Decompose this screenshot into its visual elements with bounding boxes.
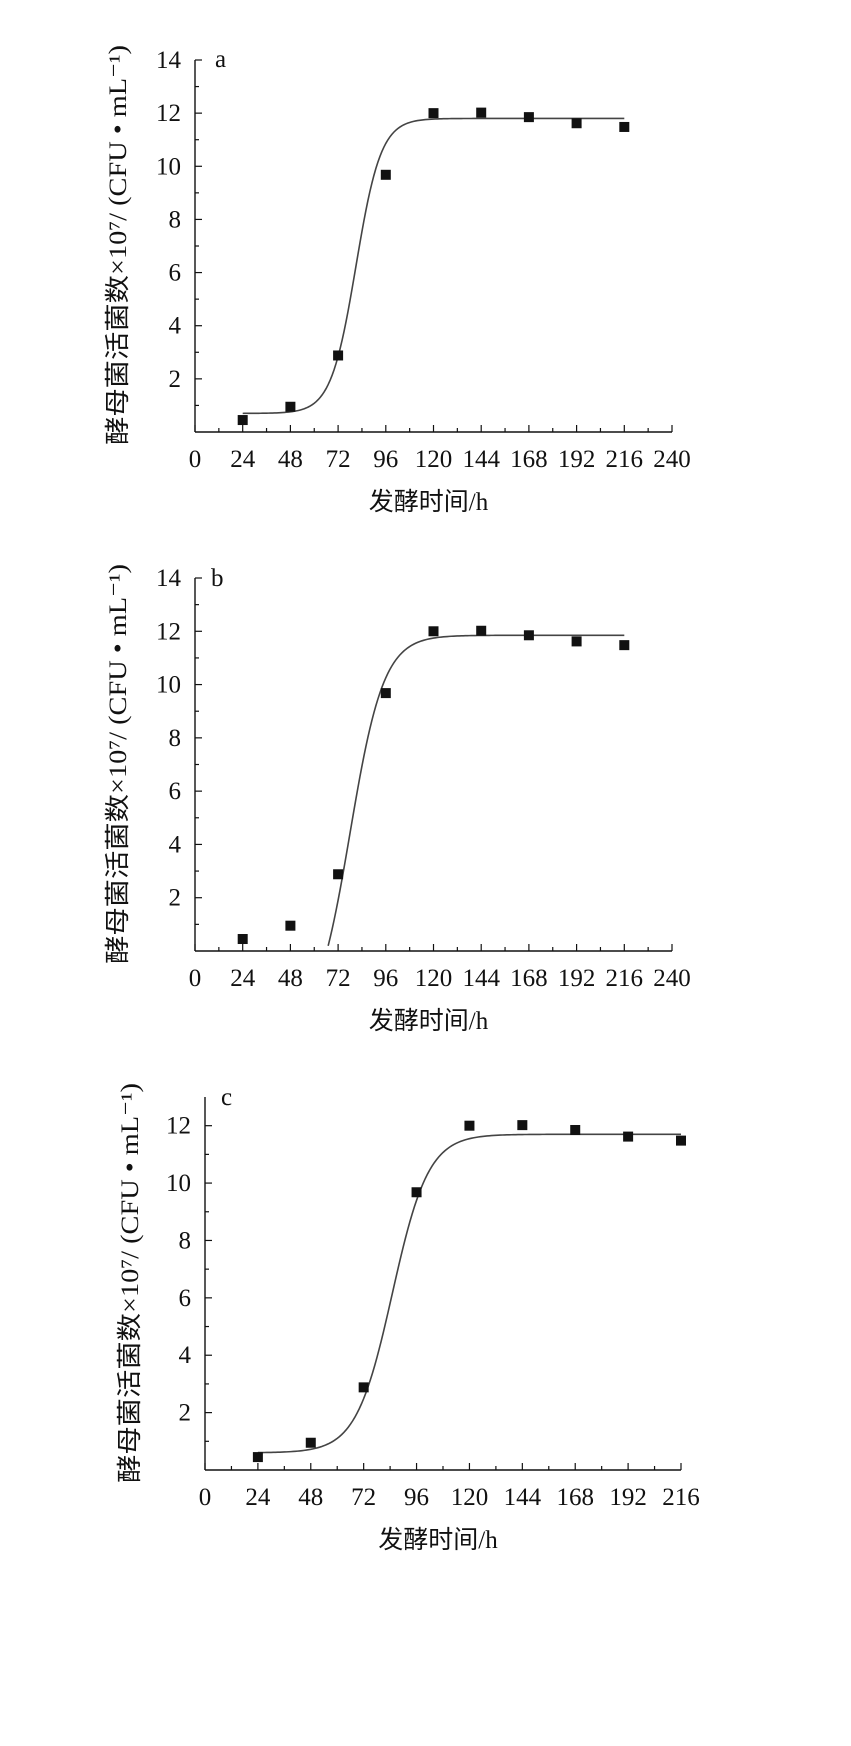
x-tick-label: 48 (278, 965, 303, 992)
data-point (623, 1131, 634, 1142)
y-tick-label: 6 (169, 778, 182, 805)
y-tick-label: 14 (156, 47, 182, 74)
y-tick-label: 10 (156, 672, 181, 699)
x-tick-label: 144 (462, 446, 500, 473)
y-tick-label: 8 (169, 206, 182, 233)
panel-label: c (221, 1084, 232, 1111)
y-tick-label: 6 (169, 260, 182, 287)
fit-curve (257, 1133, 681, 1454)
x-tick-label: 192 (558, 446, 596, 473)
x-tick-label: 216 (606, 965, 644, 992)
x-tick-label: 0 (199, 1484, 212, 1511)
data-point (619, 640, 630, 651)
y-tick-label: 12 (156, 100, 181, 127)
panel-label: b (211, 565, 224, 592)
y-axis-title: 酵母菌活菌数×10⁷/ (CFU • mL⁻¹) (104, 45, 132, 445)
data-point (285, 401, 296, 412)
data-point (380, 688, 391, 699)
x-tick-label: 24 (245, 1484, 271, 1511)
x-tick-label: 72 (326, 446, 351, 473)
data-point (517, 1120, 528, 1131)
fit-curve (242, 117, 625, 415)
data-point (476, 625, 487, 636)
x-axis-title: 发酵时间/h (369, 1007, 489, 1035)
x-tick-label: 0 (189, 446, 202, 473)
x-tick-label: 240 (653, 965, 691, 992)
data-point (464, 1120, 475, 1131)
x-tick-label: 0 (189, 965, 202, 992)
data-point (252, 1452, 263, 1463)
x-axis-title: 发酵时间/h (369, 488, 489, 516)
x-tick-label: 72 (326, 965, 351, 992)
data-point (285, 920, 296, 931)
x-tick-label: 72 (351, 1484, 376, 1511)
data-point (523, 112, 534, 123)
x-tick-label: 168 (556, 1484, 594, 1511)
data-point (333, 869, 344, 880)
y-tick-label: 12 (156, 618, 181, 645)
x-tick-label: 192 (609, 1484, 647, 1511)
x-tick-label: 168 (510, 965, 548, 992)
x-tick-label: 96 (373, 965, 398, 992)
y-tick-label: 10 (166, 1170, 191, 1197)
x-tick-label: 168 (510, 446, 548, 473)
data-point (571, 636, 582, 647)
panel-label: a (215, 46, 226, 73)
y-tick-label: 8 (179, 1227, 192, 1254)
data-point (305, 1437, 316, 1448)
data-point (428, 108, 439, 119)
y-tick-label: 6 (179, 1285, 192, 1312)
y-tick-label: 12 (166, 1113, 191, 1140)
x-tick-label: 216 (662, 1484, 700, 1511)
data-point (476, 107, 487, 118)
x-tick-label: 240 (653, 446, 691, 473)
y-tick-label: 14 (156, 565, 182, 592)
chart-panel-c: 0 24 48 72 96 120 144 168 192 21624681012c发酵时间/h酵… (116, 1083, 700, 1554)
x-tick-label: 120 (415, 965, 453, 992)
data-point (523, 630, 534, 641)
x-tick-label: 192 (558, 965, 596, 992)
y-tick-label: 2 (169, 885, 182, 912)
data-point (411, 1187, 422, 1198)
data-point (237, 415, 248, 426)
y-tick-label: 4 (179, 1342, 192, 1369)
data-point (358, 1382, 369, 1393)
data-point (333, 350, 344, 361)
data-point (619, 121, 630, 132)
x-tick-label: 96 (404, 1484, 429, 1511)
y-tick-label: 2 (169, 366, 182, 393)
y-tick-label: 4 (169, 313, 182, 340)
y-tick-label: 4 (169, 831, 182, 858)
y-tick-label: 8 (169, 725, 182, 752)
data-point (428, 626, 439, 637)
x-axis-title: 发酵时间/h (378, 1526, 498, 1554)
x-tick-label: 120 (415, 446, 453, 473)
data-point (380, 169, 391, 180)
x-tick-label: 120 (451, 1484, 489, 1511)
x-tick-label: 24 (230, 965, 256, 992)
data-point (676, 1135, 686, 1146)
data-point (571, 118, 582, 129)
x-tick-label: 48 (298, 1484, 323, 1511)
data-point (570, 1124, 581, 1135)
y-tick-label: 2 (179, 1400, 192, 1427)
fit-curve (327, 634, 625, 946)
data-point (237, 934, 248, 945)
x-tick-label: 144 (462, 965, 500, 992)
x-tick-label: 24 (230, 446, 256, 473)
x-tick-label: 216 (606, 446, 644, 473)
y-axis-title: 酵母菌活菌数×10⁷/ (CFU • mL⁻¹) (104, 564, 132, 964)
x-tick-label: 48 (278, 446, 303, 473)
y-tick-label: 10 (156, 153, 181, 180)
x-tick-label: 144 (504, 1484, 542, 1511)
y-axis-title: 酵母菌活菌数×10⁷/ (CFU • mL⁻¹) (116, 1083, 144, 1483)
x-tick-label: 96 (373, 446, 398, 473)
